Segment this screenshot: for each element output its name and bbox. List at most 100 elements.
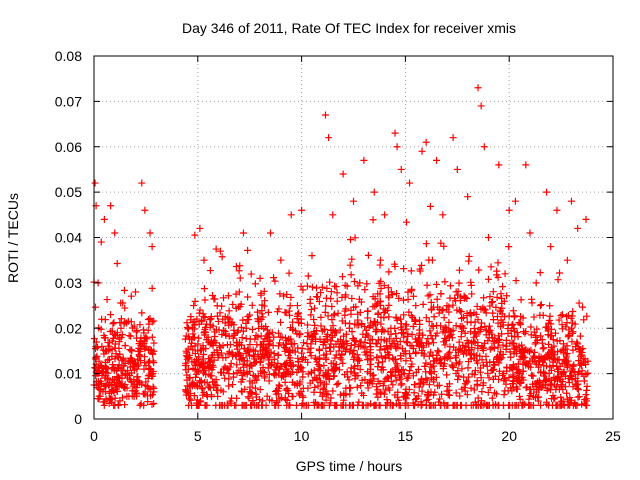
data-point bbox=[429, 322, 437, 330]
data-point bbox=[192, 370, 200, 378]
data-point bbox=[191, 342, 199, 350]
data-point bbox=[546, 363, 554, 371]
data-point bbox=[351, 278, 359, 286]
data-point bbox=[452, 322, 460, 330]
data-point bbox=[485, 374, 493, 382]
data-point bbox=[497, 316, 505, 324]
data-point bbox=[127, 292, 135, 300]
data-point bbox=[98, 315, 106, 323]
data-point bbox=[311, 321, 319, 329]
data-point bbox=[285, 307, 293, 315]
data-point bbox=[527, 331, 535, 339]
data-point bbox=[119, 366, 127, 374]
data-point bbox=[148, 370, 156, 378]
data-point bbox=[554, 276, 562, 284]
data-point bbox=[409, 322, 417, 330]
data-point bbox=[138, 309, 146, 317]
data-point bbox=[496, 351, 504, 359]
data-point bbox=[211, 328, 219, 336]
data-point bbox=[552, 386, 560, 394]
data-point bbox=[488, 343, 496, 351]
data-point bbox=[512, 365, 520, 373]
data-point bbox=[323, 284, 331, 292]
data-point bbox=[235, 367, 243, 375]
data-point bbox=[264, 352, 272, 360]
data-point bbox=[115, 378, 123, 386]
data-point bbox=[443, 401, 451, 409]
data-point bbox=[534, 397, 542, 405]
data-point bbox=[509, 307, 517, 315]
data-point bbox=[441, 278, 449, 286]
data-point bbox=[416, 267, 424, 275]
data-point bbox=[452, 288, 460, 296]
y-tick-label: 0.02 bbox=[55, 320, 82, 336]
data-point bbox=[373, 354, 381, 362]
data-point bbox=[286, 302, 294, 310]
data-point bbox=[517, 296, 525, 304]
data-point bbox=[282, 345, 290, 353]
data-point bbox=[461, 347, 469, 355]
data-point bbox=[452, 359, 460, 367]
data-point bbox=[256, 386, 264, 394]
data-point bbox=[543, 188, 551, 196]
data-point bbox=[426, 327, 434, 335]
data-point bbox=[284, 367, 292, 375]
data-point bbox=[405, 308, 413, 316]
data-point bbox=[289, 378, 296, 386]
data-point bbox=[328, 332, 336, 340]
data-point bbox=[567, 314, 575, 322]
data-point bbox=[426, 291, 434, 299]
data-point bbox=[119, 355, 127, 363]
data-point bbox=[435, 348, 443, 356]
data-point bbox=[518, 374, 526, 382]
data-point bbox=[468, 290, 476, 298]
data-point bbox=[446, 391, 454, 399]
data-point bbox=[121, 359, 129, 367]
data-point bbox=[336, 326, 344, 334]
data-point bbox=[306, 295, 314, 303]
data-point bbox=[364, 356, 372, 364]
data-point bbox=[125, 332, 133, 340]
data-point bbox=[409, 372, 417, 380]
data-point bbox=[342, 330, 350, 338]
data-point bbox=[572, 343, 580, 351]
grid-lines bbox=[94, 56, 613, 419]
data-point bbox=[461, 380, 469, 388]
data-point bbox=[488, 366, 496, 374]
data-point bbox=[259, 313, 267, 321]
data-point bbox=[149, 369, 157, 377]
data-point bbox=[463, 391, 471, 399]
data-point bbox=[521, 329, 529, 337]
data-point bbox=[298, 349, 306, 357]
data-point bbox=[363, 330, 371, 338]
data-point bbox=[564, 333, 572, 341]
data-point bbox=[579, 344, 587, 352]
data-point bbox=[328, 316, 336, 324]
data-point bbox=[276, 339, 284, 347]
data-point bbox=[402, 325, 410, 333]
data-point bbox=[385, 301, 393, 309]
data-point bbox=[249, 346, 257, 354]
data-point bbox=[294, 358, 302, 366]
data-point bbox=[333, 289, 341, 297]
data-point bbox=[261, 374, 269, 382]
data-point bbox=[144, 326, 152, 334]
data-point bbox=[412, 302, 420, 310]
data-point bbox=[222, 331, 230, 339]
data-point bbox=[437, 322, 445, 330]
data-point bbox=[293, 315, 301, 323]
data-point bbox=[131, 360, 139, 368]
data-point bbox=[433, 280, 441, 288]
data-point bbox=[211, 381, 219, 389]
data-point bbox=[445, 318, 453, 326]
data-point bbox=[500, 375, 508, 383]
data-point bbox=[148, 284, 156, 292]
data-point bbox=[314, 401, 322, 409]
data-point bbox=[529, 372, 537, 380]
data-point bbox=[360, 391, 368, 399]
data-point bbox=[570, 361, 578, 369]
data-point bbox=[363, 280, 371, 288]
data-point bbox=[183, 353, 191, 361]
data-point bbox=[150, 359, 158, 367]
data-point bbox=[522, 161, 530, 169]
